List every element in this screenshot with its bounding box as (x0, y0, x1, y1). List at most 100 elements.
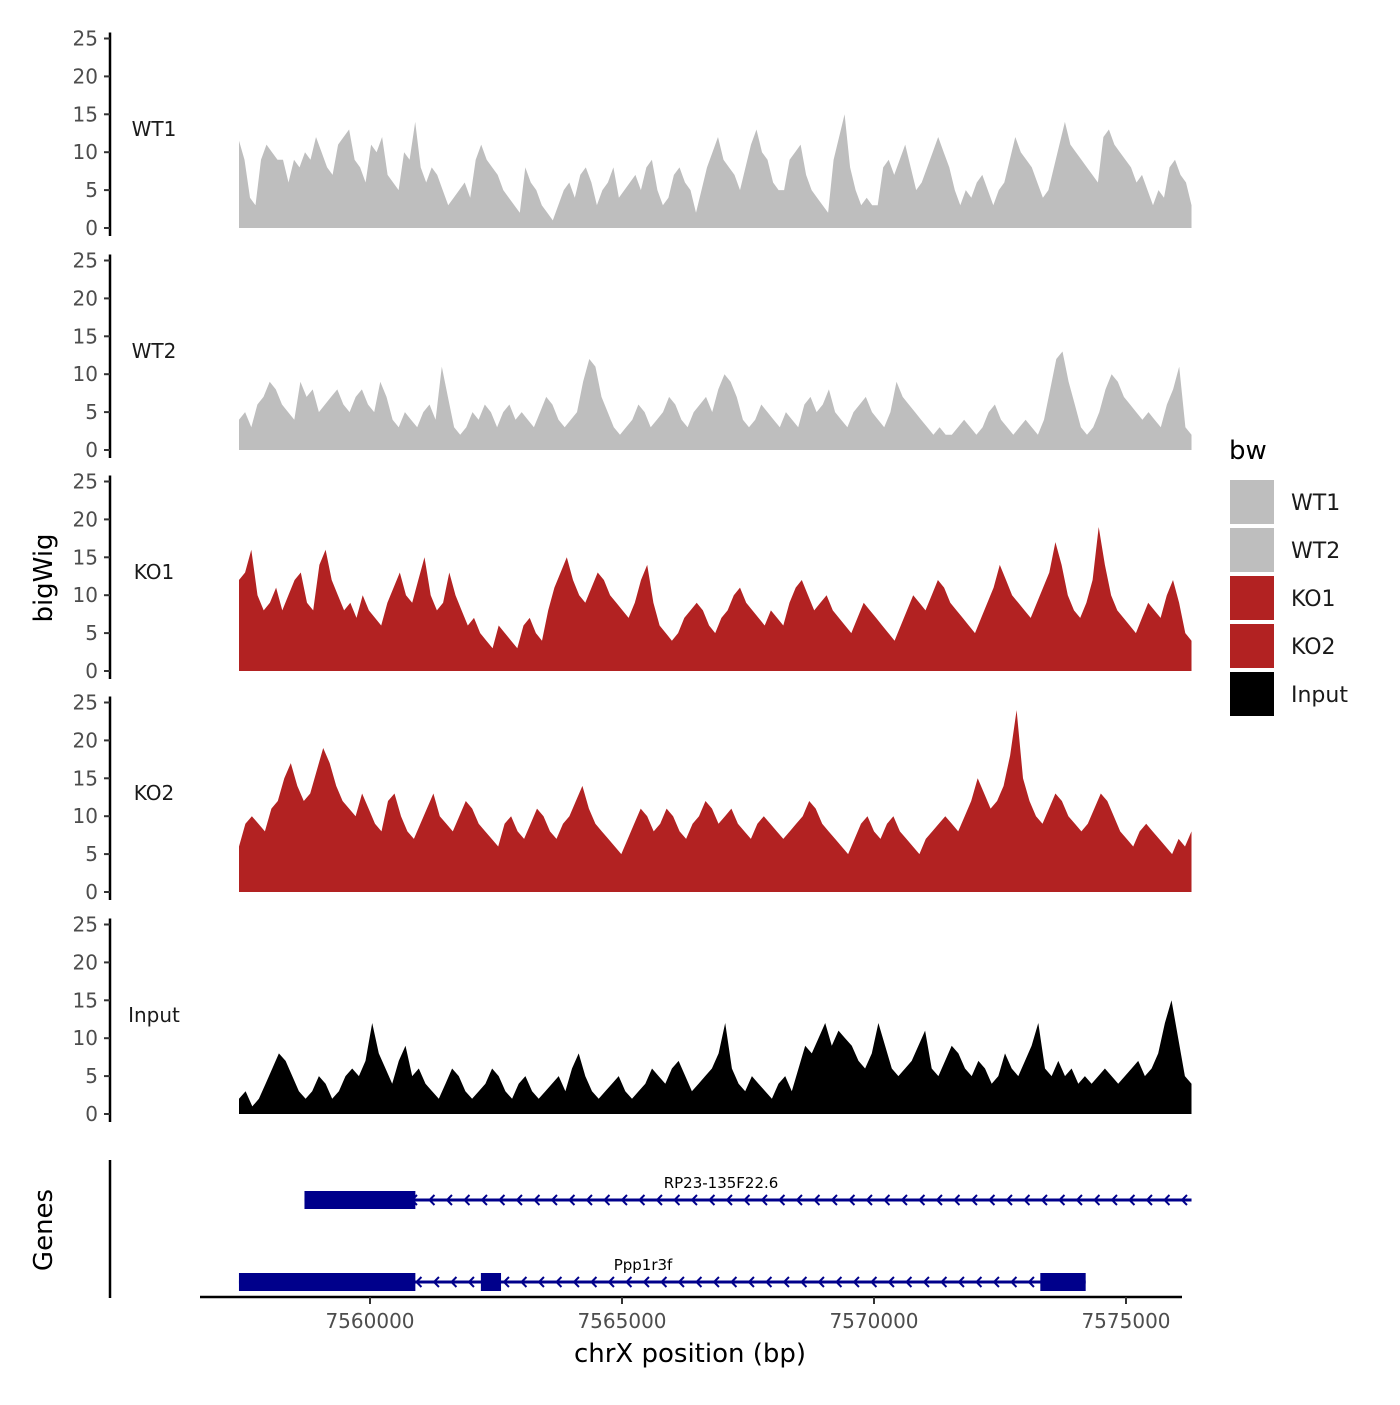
y-tick-label: 20 (73, 286, 98, 310)
y-tick-label: 0 (85, 880, 98, 904)
strand-arrow (585, 1194, 593, 1206)
strand-arrow (673, 1194, 681, 1206)
strand-arrow (975, 1276, 983, 1288)
strand-arrow (883, 1194, 891, 1206)
x-tick-label: 7565000 (577, 1309, 666, 1333)
y-tick-label: 10 (73, 583, 98, 607)
y-tick-label: 25 (73, 691, 98, 715)
strand-arrow (1093, 1194, 1101, 1206)
strand-arrow (1163, 1194, 1171, 1206)
y-tick-label: 0 (85, 659, 98, 683)
legend-label-ko2: KO2 (1291, 635, 1336, 660)
strand-arrow (642, 1276, 650, 1288)
track-label: WT2 (132, 339, 177, 363)
strand-arrow (625, 1276, 633, 1288)
x-tick-label: 7570000 (829, 1309, 918, 1333)
strand-arrow (900, 1194, 908, 1206)
strand-arrow (730, 1276, 738, 1288)
strand-arrow (607, 1276, 615, 1288)
legend-label-wt2: WT2 (1291, 539, 1340, 564)
y-tick-label: 0 (85, 1102, 98, 1126)
strand-arrow (550, 1194, 558, 1206)
strand-arrow (432, 1276, 440, 1288)
legend-swatch-wt1 (1230, 480, 1274, 524)
y-tick-label: 0 (85, 216, 98, 240)
signal-area-ko1 (239, 527, 1192, 671)
strand-arrow (498, 1194, 506, 1206)
y-tick-label: 25 (73, 913, 98, 937)
gene-exon (238, 1273, 416, 1291)
strand-arrow (992, 1276, 1000, 1288)
strand-arrow (835, 1276, 843, 1288)
strand-arrow (953, 1194, 961, 1206)
strand-arrow (795, 1194, 803, 1206)
strand-arrow (502, 1276, 510, 1288)
y-tick-label: 10 (73, 1026, 98, 1050)
legend: bw WT1 WT2 KO1 KO2 Input (1229, 436, 1348, 716)
strand-arrow (1075, 1194, 1083, 1206)
strand-arrow (450, 1276, 458, 1288)
y-tick-label: 25 (73, 470, 98, 494)
y-axis-title: bigWig (29, 533, 59, 622)
y-tick-label: 10 (73, 362, 98, 386)
y-tick-label: 10 (73, 140, 98, 164)
strand-arrow (865, 1194, 873, 1206)
strand-arrow (760, 1194, 768, 1206)
gene-label: Ppp1r3f (614, 1256, 673, 1274)
gene-label: RP23-135F22.6 (664, 1174, 779, 1192)
y-tick-label: 15 (73, 766, 98, 790)
strand-arrow (1023, 1194, 1031, 1206)
strand-arrow (778, 1194, 786, 1206)
strand-arrow (813, 1194, 821, 1206)
strand-arrow (660, 1276, 668, 1288)
strand-arrow (743, 1194, 751, 1206)
strand-arrow (970, 1194, 978, 1206)
strand-arrow (533, 1194, 541, 1206)
y-tick-label: 5 (85, 842, 98, 866)
strand-arrow (830, 1194, 838, 1206)
x-axis: 7560000 7565000 7570000 7575000 (200, 1295, 1182, 1333)
track-label: KO2 (134, 781, 175, 805)
legend-label-wt1: WT1 (1291, 491, 1340, 516)
strand-arrow (1110, 1194, 1118, 1206)
signal-area-input (239, 1000, 1192, 1114)
y-tick-label: 5 (85, 178, 98, 202)
gene-rp23-135f22.6: RP23-135F22.6 (304, 1174, 1192, 1209)
signal-area-wt2 (239, 351, 1192, 450)
strand-arrow (572, 1276, 580, 1288)
strand-arrow (428, 1194, 436, 1206)
strand-arrow (415, 1276, 423, 1288)
strand-arrow (515, 1194, 523, 1206)
strand-arrow (1005, 1194, 1013, 1206)
strand-arrow (725, 1194, 733, 1206)
strand-arrow (935, 1194, 943, 1206)
strand-arrow (918, 1194, 926, 1206)
legend-label-input: Input (1291, 683, 1348, 708)
legend-title: bw (1229, 436, 1267, 466)
gene-exon (480, 1273, 502, 1291)
strand-arrow (590, 1276, 598, 1288)
strand-arrow (712, 1276, 720, 1288)
y-tick-label: 5 (85, 400, 98, 424)
strand-arrow (887, 1276, 895, 1288)
strand-arrow (800, 1276, 808, 1288)
y-tick-label: 5 (85, 621, 98, 645)
y-tick-label: 20 (73, 728, 98, 752)
genes-axis-title: Genes (29, 1189, 59, 1271)
y-tick-label: 15 (73, 102, 98, 126)
strand-arrow (852, 1276, 860, 1288)
strand-arrow (467, 1276, 475, 1288)
strand-arrow (922, 1276, 930, 1288)
track-label: Input (128, 1003, 180, 1027)
track-wt1: 0 5 10 15 20 25 WT1 (73, 27, 1192, 240)
y-tick-label: 5 (85, 1064, 98, 1088)
legend-swatch-ko2 (1230, 624, 1274, 668)
y-tick-label: 15 (73, 324, 98, 348)
track-label: KO1 (134, 560, 175, 584)
gene-exon (304, 1191, 416, 1209)
strand-arrow (463, 1194, 471, 1206)
strand-arrow (445, 1194, 453, 1206)
strand-arrow (638, 1194, 646, 1206)
y-tick-label: 20 (73, 950, 98, 974)
